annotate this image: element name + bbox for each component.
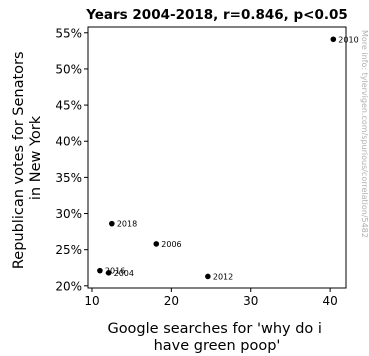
point-label: 2016 [105, 267, 125, 276]
y-tick-label: 50% [55, 62, 82, 76]
plot-area [87, 26, 347, 289]
x-tick-label: 40 [322, 294, 337, 308]
y-tick-label: 20% [55, 279, 82, 293]
x-tick-label: 30 [243, 294, 258, 308]
point-label: 2004 [114, 269, 134, 278]
point-label: 2006 [161, 240, 181, 249]
data-point [153, 241, 160, 247]
data-points: 2004 2006 2010 2012 2016 2018 [97, 35, 359, 281]
chart-title: Years 2004-2018, r=0.846, p<0.05 [85, 7, 348, 23]
y-tick-label: 30% [55, 207, 82, 221]
point-label: 2010 [338, 35, 358, 44]
y-axis-label-line-2: in New York [28, 115, 44, 200]
y-tick-label: 25% [55, 243, 82, 257]
y-tick-label: 35% [55, 171, 82, 185]
x-axis-label-line-2: have green poop' [154, 338, 281, 354]
data-point [105, 270, 112, 276]
y-tick-label: 45% [55, 99, 82, 113]
data-point [205, 273, 211, 280]
y-tick-label: 55% [55, 26, 82, 40]
x-axis: 10 20 30 40 [84, 288, 338, 308]
x-axis-label: Google searches for 'why do i have green… [107, 321, 326, 354]
data-point [97, 267, 103, 274]
x-tick-label: 20 [164, 294, 179, 308]
y-axis-label: Republican votes for Senators in New Yor… [11, 47, 44, 269]
y-tick-label: 40% [55, 135, 82, 149]
x-tick-label: 10 [84, 294, 99, 308]
data-point [330, 36, 337, 43]
y-axis: 20% 25% 30% 35% 40% 45% 50% 55% [55, 26, 88, 293]
point-label: 2012 [213, 272, 233, 281]
watermark: More info: tylervigen.com/spurious/corre… [360, 30, 369, 238]
x-axis-label-line-1: Google searches for 'why do i [107, 321, 321, 337]
point-label: 2018 [117, 220, 137, 229]
data-point [109, 220, 115, 227]
y-axis-label-line-1: Republican votes for Senators [11, 51, 27, 269]
